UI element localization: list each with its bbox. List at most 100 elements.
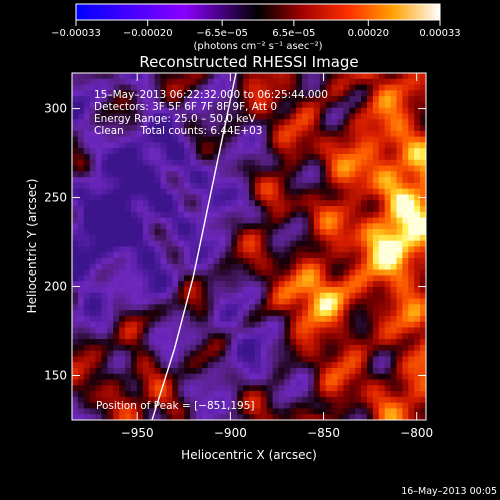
heatmap-cell bbox=[195, 385, 203, 392]
heatmap-cell bbox=[420, 304, 426, 311]
heatmap-cell bbox=[402, 396, 409, 404]
heatmap-cell bbox=[136, 286, 144, 294]
heatmap-cell bbox=[142, 304, 150, 311]
heatmap-cell bbox=[166, 310, 173, 317]
heatmap-cell bbox=[89, 200, 96, 207]
heatmap-cell bbox=[77, 165, 85, 172]
heatmap-cell bbox=[331, 379, 338, 386]
heatmap-cell bbox=[313, 101, 321, 109]
heatmap-cell bbox=[272, 333, 279, 340]
heatmap-cell bbox=[160, 223, 167, 230]
heatmap-cell bbox=[142, 275, 150, 282]
heatmap-cell bbox=[290, 327, 297, 334]
heatmap-cell bbox=[160, 321, 167, 328]
heatmap-cell bbox=[219, 142, 226, 149]
heatmap-cell bbox=[172, 73, 179, 80]
heatmap-cell bbox=[260, 194, 268, 201]
heatmap-cell bbox=[402, 367, 409, 375]
heatmap-cell bbox=[296, 333, 303, 340]
heatmap-cell bbox=[207, 229, 214, 236]
heatmap-cell bbox=[372, 379, 380, 386]
heatmap-cell bbox=[414, 275, 421, 282]
heatmap-cell bbox=[308, 373, 315, 380]
heatmap-cell bbox=[296, 258, 303, 265]
heatmap-cell bbox=[190, 327, 197, 334]
heatmap-cell bbox=[378, 362, 386, 369]
heatmap-cell bbox=[184, 327, 191, 334]
heatmap-cell bbox=[72, 333, 79, 340]
heatmap-cell bbox=[367, 402, 374, 409]
heatmap-cell bbox=[136, 148, 144, 155]
heatmap-cell bbox=[148, 78, 155, 85]
heatmap-cell bbox=[325, 240, 332, 247]
heatmap-cell bbox=[172, 217, 179, 224]
heatmap-cell bbox=[154, 414, 161, 420]
heatmap-cell bbox=[166, 234, 173, 242]
heatmap-cell bbox=[213, 171, 220, 178]
heatmap-cell bbox=[119, 304, 126, 311]
heatmap-cell bbox=[95, 165, 102, 172]
heatmap-cell bbox=[313, 379, 321, 386]
heatmap-cell bbox=[384, 136, 391, 143]
heatmap-cell bbox=[119, 200, 126, 207]
heatmap-cell bbox=[148, 125, 155, 132]
heatmap-cell bbox=[231, 327, 238, 334]
heatmap-cell bbox=[290, 188, 297, 195]
heatmap-cell bbox=[308, 78, 315, 85]
heatmap-cell bbox=[390, 304, 397, 311]
heatmap-cell bbox=[284, 258, 291, 265]
heatmap-cell bbox=[178, 263, 185, 271]
heatmap-cell bbox=[420, 333, 426, 340]
heatmap-cell bbox=[249, 125, 256, 132]
heatmap-cell bbox=[343, 177, 350, 184]
heatmap-cell bbox=[372, 78, 380, 85]
heatmap-cell bbox=[278, 333, 285, 340]
heatmap-cell bbox=[308, 90, 315, 97]
heatmap-cell bbox=[148, 113, 155, 120]
heatmap-cell bbox=[266, 101, 273, 109]
heatmap-cell bbox=[414, 107, 421, 114]
heatmap-cell bbox=[337, 402, 344, 409]
heatmap-cell bbox=[325, 177, 332, 184]
heatmap-cell bbox=[225, 119, 232, 126]
heatmap-cell bbox=[308, 188, 315, 195]
heatmap-cell bbox=[166, 344, 173, 351]
heatmap-cell bbox=[325, 182, 332, 190]
heatmap-cell bbox=[101, 402, 108, 409]
heatmap-cell bbox=[302, 107, 309, 114]
heatmap-cell bbox=[237, 339, 244, 346]
heatmap-cell bbox=[260, 78, 268, 85]
heatmap-cell bbox=[219, 286, 226, 294]
heatmap-cell bbox=[83, 350, 91, 357]
heatmap-cell bbox=[131, 148, 138, 155]
heatmap-cell bbox=[361, 217, 368, 224]
heatmap-cell bbox=[154, 107, 161, 114]
heatmap-cell bbox=[278, 298, 285, 305]
heatmap-cell bbox=[148, 252, 155, 259]
heatmap-cell bbox=[225, 373, 232, 380]
heatmap-cell bbox=[231, 414, 238, 420]
heatmap-cell bbox=[113, 153, 120, 161]
heatmap-cell bbox=[166, 142, 173, 149]
heatmap-cell bbox=[420, 391, 426, 398]
heatmap-cell bbox=[278, 90, 285, 97]
heatmap-cell bbox=[77, 182, 85, 190]
heatmap-cell bbox=[95, 101, 102, 109]
heatmap-cell bbox=[131, 362, 138, 369]
heatmap-cell bbox=[402, 258, 409, 265]
heatmap-cell bbox=[195, 286, 203, 294]
heatmap-cell bbox=[325, 362, 332, 369]
heatmap-cell bbox=[313, 194, 321, 201]
heatmap-cell bbox=[408, 148, 415, 155]
heatmap-cell bbox=[313, 298, 321, 305]
heatmap-cell bbox=[408, 165, 415, 172]
heatmap-cell bbox=[89, 96, 96, 103]
heatmap-cell bbox=[384, 344, 391, 351]
heatmap-cell bbox=[278, 96, 285, 103]
heatmap-cell bbox=[390, 339, 397, 346]
heatmap-cell bbox=[278, 362, 285, 369]
heatmap-cell bbox=[420, 402, 426, 409]
heatmap-cell bbox=[83, 310, 91, 317]
heatmap-cell bbox=[361, 269, 368, 276]
heatmap-cell bbox=[77, 240, 85, 247]
